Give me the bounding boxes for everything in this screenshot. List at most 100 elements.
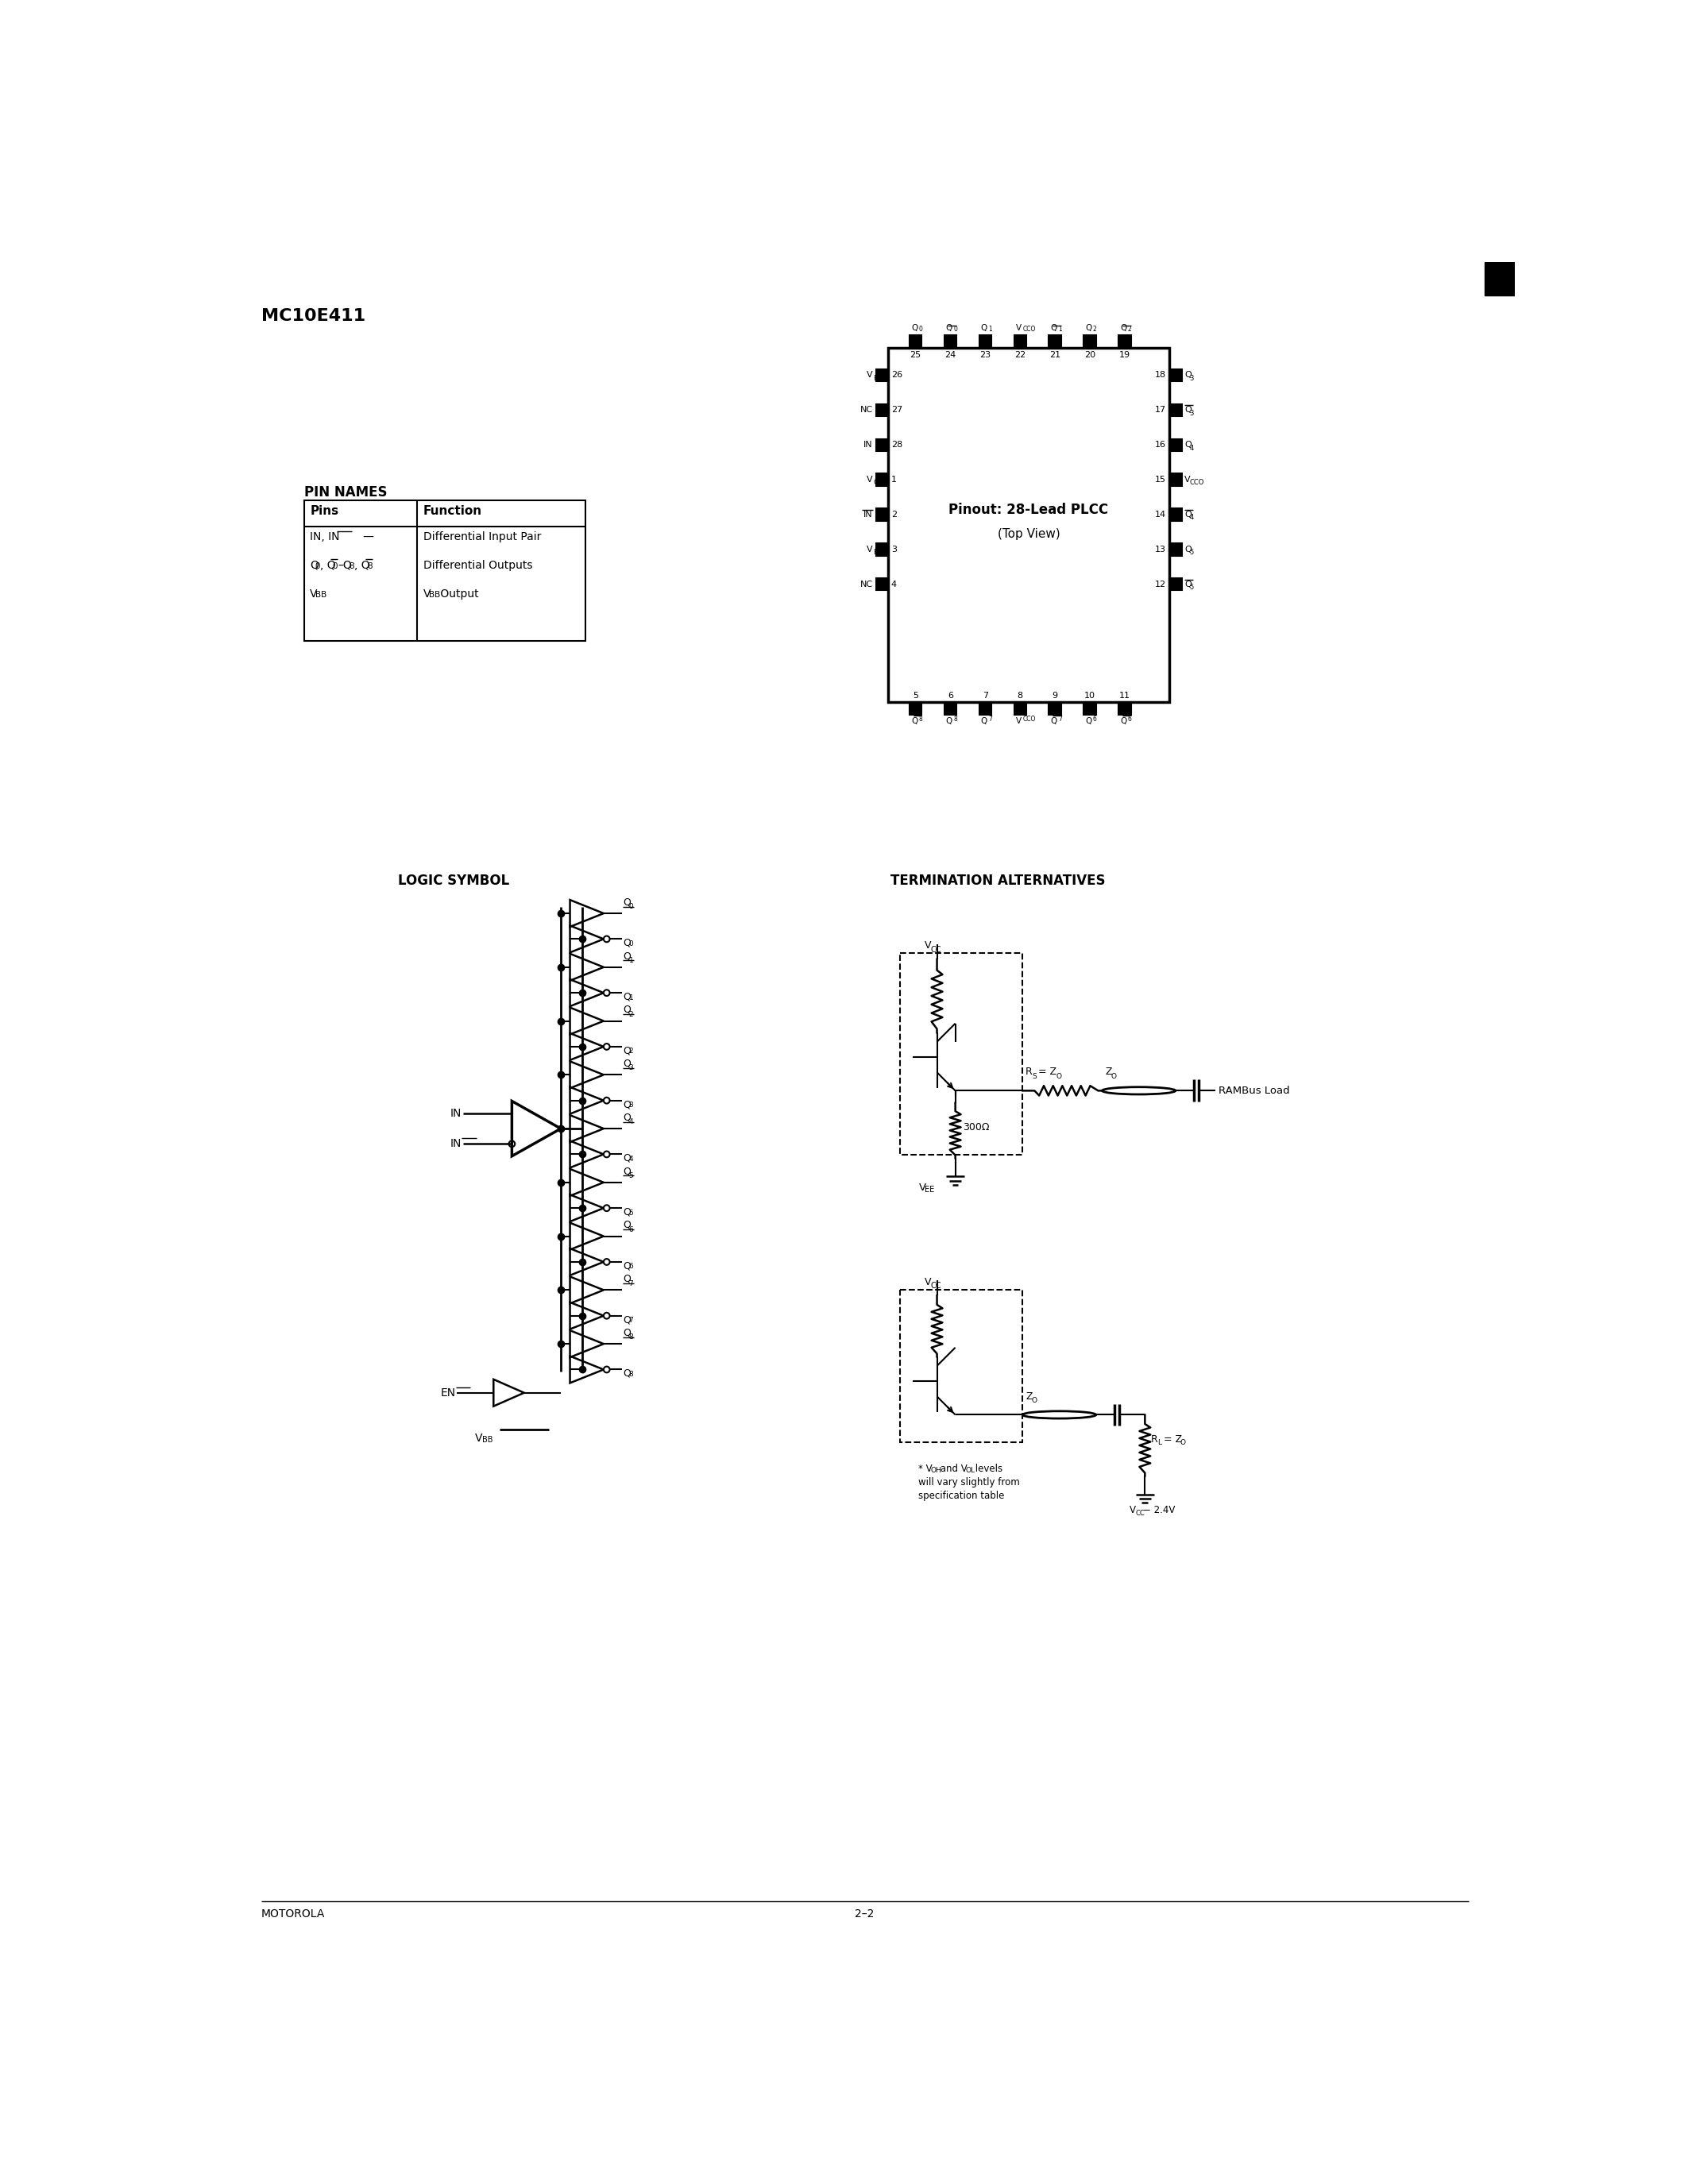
Text: V: V xyxy=(866,546,873,553)
Text: –Q: –Q xyxy=(338,559,351,570)
Text: will vary slightly from: will vary slightly from xyxy=(918,1476,1020,1487)
Text: O: O xyxy=(1031,1398,1038,1404)
Text: V: V xyxy=(1185,476,1190,483)
Text: R: R xyxy=(1026,1068,1033,1077)
Text: 13: 13 xyxy=(1155,546,1166,553)
Text: Q: Q xyxy=(1185,406,1192,415)
Text: Q: Q xyxy=(623,1099,631,1109)
Text: Q: Q xyxy=(623,1059,631,1068)
Text: V: V xyxy=(424,590,430,601)
Bar xyxy=(1048,336,1062,347)
Text: 16: 16 xyxy=(1155,441,1166,450)
Text: Q: Q xyxy=(1185,546,1192,553)
Bar xyxy=(1014,703,1026,714)
Text: Differential Input Pair: Differential Input Pair xyxy=(424,531,542,542)
Text: Q: Q xyxy=(1050,323,1057,332)
Bar xyxy=(910,336,922,347)
Text: CCO: CCO xyxy=(1023,325,1036,332)
Text: levels: levels xyxy=(972,1463,1003,1474)
Text: 0: 0 xyxy=(628,941,633,948)
Text: CC: CC xyxy=(873,478,883,487)
Text: IN: IN xyxy=(451,1138,463,1149)
Text: Q: Q xyxy=(311,559,319,570)
Text: Q: Q xyxy=(623,1112,631,1123)
Text: V: V xyxy=(925,941,932,950)
Text: 2: 2 xyxy=(1128,325,1131,332)
Text: Q: Q xyxy=(1121,716,1128,725)
Text: Pinout: 28-Lead PLCC: Pinout: 28-Lead PLCC xyxy=(949,502,1109,518)
Bar xyxy=(876,474,888,485)
Text: 4: 4 xyxy=(628,1118,633,1125)
Text: Q: Q xyxy=(623,1208,631,1216)
Bar xyxy=(1119,703,1131,714)
Text: 15: 15 xyxy=(1155,476,1166,483)
Text: 20: 20 xyxy=(1084,352,1096,360)
Text: 0: 0 xyxy=(316,561,321,570)
Text: 4: 4 xyxy=(1190,443,1193,452)
Text: 6: 6 xyxy=(628,1262,633,1271)
Text: CCO: CCO xyxy=(1023,716,1036,723)
Text: O: O xyxy=(1057,1072,1062,1081)
Text: and V: and V xyxy=(937,1463,967,1474)
Text: R: R xyxy=(1151,1435,1158,1444)
Text: Q: Q xyxy=(1185,511,1192,518)
Bar xyxy=(1170,509,1182,520)
Ellipse shape xyxy=(1023,1411,1096,1417)
Text: V: V xyxy=(476,1433,483,1444)
Text: = Z: = Z xyxy=(1035,1068,1057,1077)
Text: 7: 7 xyxy=(628,1317,633,1324)
Text: 21: 21 xyxy=(1050,352,1060,360)
Text: 28: 28 xyxy=(891,441,903,450)
Bar xyxy=(304,500,586,642)
Text: Z: Z xyxy=(1106,1068,1112,1077)
Text: MC10E411: MC10E411 xyxy=(262,308,365,323)
Bar xyxy=(876,404,888,417)
Text: 0: 0 xyxy=(954,325,957,332)
Text: Q: Q xyxy=(623,1260,631,1271)
Text: EN: EN xyxy=(441,1387,456,1398)
Text: 4: 4 xyxy=(891,581,896,587)
Text: 8: 8 xyxy=(1018,692,1023,699)
Text: IN: IN xyxy=(864,441,873,450)
Text: 0: 0 xyxy=(628,904,633,911)
Text: V: V xyxy=(311,590,317,601)
Text: EE: EE xyxy=(873,376,881,382)
Text: 24: 24 xyxy=(945,352,955,360)
Text: 3: 3 xyxy=(628,1101,633,1109)
Text: 0: 0 xyxy=(918,325,922,332)
Text: Q: Q xyxy=(981,323,987,332)
Text: CC: CC xyxy=(930,1282,940,1291)
Text: 0: 0 xyxy=(333,561,338,570)
Text: 10: 10 xyxy=(1084,692,1096,699)
Text: 1: 1 xyxy=(628,994,633,1000)
Text: 9: 9 xyxy=(1052,692,1058,699)
Text: Q: Q xyxy=(623,992,631,1002)
Text: TERMINATION ALTERNATIVES: TERMINATION ALTERNATIVES xyxy=(891,874,1106,889)
Text: Q: Q xyxy=(1085,323,1092,332)
Text: 6: 6 xyxy=(1128,716,1131,723)
Text: Q: Q xyxy=(623,1221,631,1230)
Text: 1: 1 xyxy=(891,476,896,483)
Text: 26: 26 xyxy=(891,371,903,380)
Text: 3: 3 xyxy=(1190,376,1193,382)
Bar xyxy=(944,703,957,714)
Text: 7: 7 xyxy=(989,716,993,723)
Text: V: V xyxy=(918,1182,925,1192)
Text: Q: Q xyxy=(623,1046,631,1055)
Bar xyxy=(876,544,888,555)
Ellipse shape xyxy=(1102,1088,1175,1094)
Text: 12: 12 xyxy=(1155,581,1166,587)
Text: 8: 8 xyxy=(349,561,354,570)
Bar xyxy=(1484,262,1516,295)
Text: 300Ω: 300Ω xyxy=(962,1123,989,1133)
Text: Output: Output xyxy=(437,590,478,601)
Bar xyxy=(900,952,1023,1155)
Text: Q: Q xyxy=(623,1273,631,1284)
Text: MOTOROLA: MOTOROLA xyxy=(262,1909,324,1920)
Text: Q: Q xyxy=(623,1153,631,1164)
Text: (Top View): (Top View) xyxy=(998,529,1060,539)
Bar xyxy=(1119,336,1131,347)
Text: EE: EE xyxy=(925,1186,935,1195)
Text: Q: Q xyxy=(1185,581,1192,587)
Text: Q: Q xyxy=(623,1315,631,1326)
